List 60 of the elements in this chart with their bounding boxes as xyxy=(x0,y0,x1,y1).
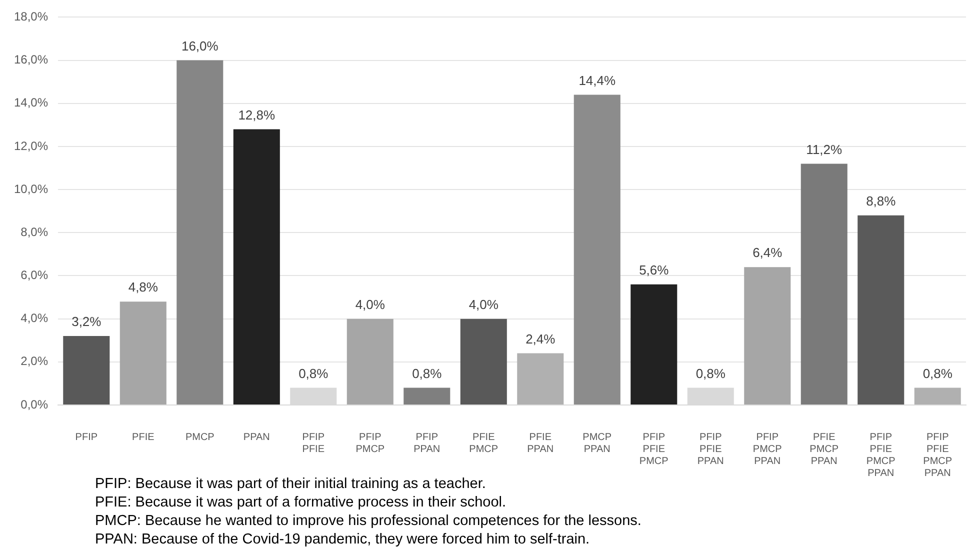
text: PFIP: Because it was part of their initial training as a teacher. xyxy=(95,476,486,492)
x-tick-label: PFIE PMCP PPAN xyxy=(810,432,839,467)
data-label: 14,4% xyxy=(578,72,616,88)
data-label: 0,8% xyxy=(298,366,329,381)
bar xyxy=(800,164,848,404)
bar xyxy=(346,318,394,404)
data-label: 0,8% xyxy=(922,366,953,381)
x-tick-label: PFIP PFIE PMCP PPAN xyxy=(923,432,952,479)
x-tick-label: PPAN xyxy=(243,432,270,443)
data-label: 0,8% xyxy=(696,366,726,381)
data-label: 16,0% xyxy=(181,38,219,54)
x-tick-label: PFIE PMCP xyxy=(469,432,498,455)
data-label: 0,8% xyxy=(412,366,442,381)
y-tick-label: 8,0% xyxy=(20,224,48,239)
x-tick-label: PFIP PMCP xyxy=(356,432,385,455)
y-tick-label: 10,0% xyxy=(14,182,48,196)
bar xyxy=(914,388,961,404)
bar xyxy=(460,318,507,404)
bar xyxy=(233,129,280,404)
x-tick-label: PFIE PPAN xyxy=(527,432,554,455)
x-tick-label: PMCP xyxy=(185,432,215,443)
x-tick-label: PFIP PFIE PPAN xyxy=(697,432,724,467)
data-label: 5,6% xyxy=(639,262,670,278)
data-label: 2,4% xyxy=(526,331,556,346)
data-label: 12,8% xyxy=(238,107,276,122)
x-tick-label: PFIP PFIE xyxy=(302,432,325,455)
bar xyxy=(574,94,620,404)
bar xyxy=(63,336,110,404)
y-tick-label: 6,0% xyxy=(20,268,48,282)
bar xyxy=(630,284,678,404)
text: PFIE: Because it was part of a formative process in their school. xyxy=(95,494,506,510)
x-tick-label: PFIP PFIE PMCP PPAN xyxy=(866,432,896,479)
x-tick-label: PFIP PFIE PMCP xyxy=(639,432,669,467)
data-label: 4,0% xyxy=(468,296,499,312)
bar xyxy=(517,353,564,404)
bar xyxy=(858,215,904,404)
bar xyxy=(176,60,224,404)
y-tick-label: 18,0% xyxy=(14,10,48,24)
data-label: 11,2% xyxy=(806,142,843,157)
data-label: 4,0% xyxy=(355,296,386,312)
x-tick-label: PFIP PPAN xyxy=(414,432,440,455)
x-tick-label: PMCP PPAN xyxy=(582,432,612,455)
data-label: 3,2% xyxy=(72,314,102,330)
x-tick-label: PFIP xyxy=(75,432,98,443)
y-tick-label: 4,0% xyxy=(20,311,48,326)
text: PPAN: Because of the Covid-19 pandemic, they were forced him to self-train. xyxy=(95,532,590,548)
bar xyxy=(404,388,450,404)
data-label: 6,4% xyxy=(752,245,783,260)
x-tick-label: PFIE xyxy=(132,432,155,443)
text: PMCP: Because he wanted to improve his professional competences for the lessons. xyxy=(95,513,642,529)
data-label: 8,8% xyxy=(866,193,896,208)
x-tick-label: PFIP PMCP PPAN xyxy=(752,432,782,467)
y-tick-label: 12,0% xyxy=(14,138,48,153)
bar xyxy=(744,267,791,404)
y-tick-label: 2,0% xyxy=(20,354,48,368)
bar xyxy=(120,302,166,404)
y-tick-label: 14,0% xyxy=(14,96,48,110)
y-tick-label: 0,0% xyxy=(20,397,48,412)
data-label: 4,8% xyxy=(128,280,158,295)
y-tick-label: 16,0% xyxy=(14,52,48,67)
